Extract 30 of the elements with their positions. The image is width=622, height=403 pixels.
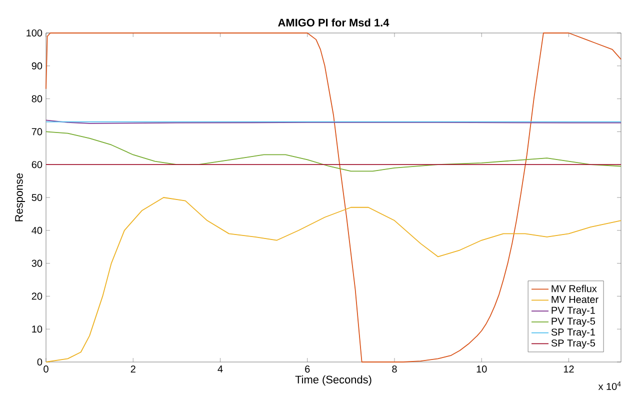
x-tick-label: 10 <box>476 366 487 373</box>
y-axis-title: Response <box>15 173 26 222</box>
y-tick-label: 50 <box>32 194 42 202</box>
x-tick-label: 4 <box>218 366 223 372</box>
legend-label: MV Heater <box>552 296 598 304</box>
y-tick-label: 70 <box>32 128 42 136</box>
y-tick-label: 40 <box>32 226 42 234</box>
y-tick-label: 60 <box>32 161 42 168</box>
x-tick-label: 6 <box>305 366 310 373</box>
legend-label: SP Tray-5 <box>551 340 596 349</box>
legend-label: SP Tray-1 <box>551 328 595 338</box>
x-axis-title: Time (Seconds) <box>295 375 372 386</box>
legend-label: PV Tray-1 <box>552 306 595 316</box>
x-tick-label: 8 <box>392 366 397 373</box>
y-tick-label: 100 <box>26 29 42 37</box>
y-tick-label: 80 <box>32 95 42 102</box>
x-tick-label: 0 <box>44 366 48 373</box>
y-tick-label: 20 <box>32 292 42 300</box>
y-tick-label: 90 <box>32 62 42 70</box>
text: x 10$^{4}$ <box>598 382 621 390</box>
line-series <box>46 197 622 362</box>
legend-label: PV Tray-5 <box>552 318 596 327</box>
chart-title: AMIGO PI for Msd 1.4 <box>278 18 390 26</box>
y-tick-label: 10 <box>32 326 42 333</box>
x-tick-label: 12 <box>564 366 574 372</box>
legend-label: MV Reflux <box>552 284 597 292</box>
y-tick-label: 0 <box>37 358 42 366</box>
y-tick-label: 30 <box>32 260 42 267</box>
line-series <box>46 131 622 172</box>
x-tick-label: 2 <box>130 366 136 372</box>
